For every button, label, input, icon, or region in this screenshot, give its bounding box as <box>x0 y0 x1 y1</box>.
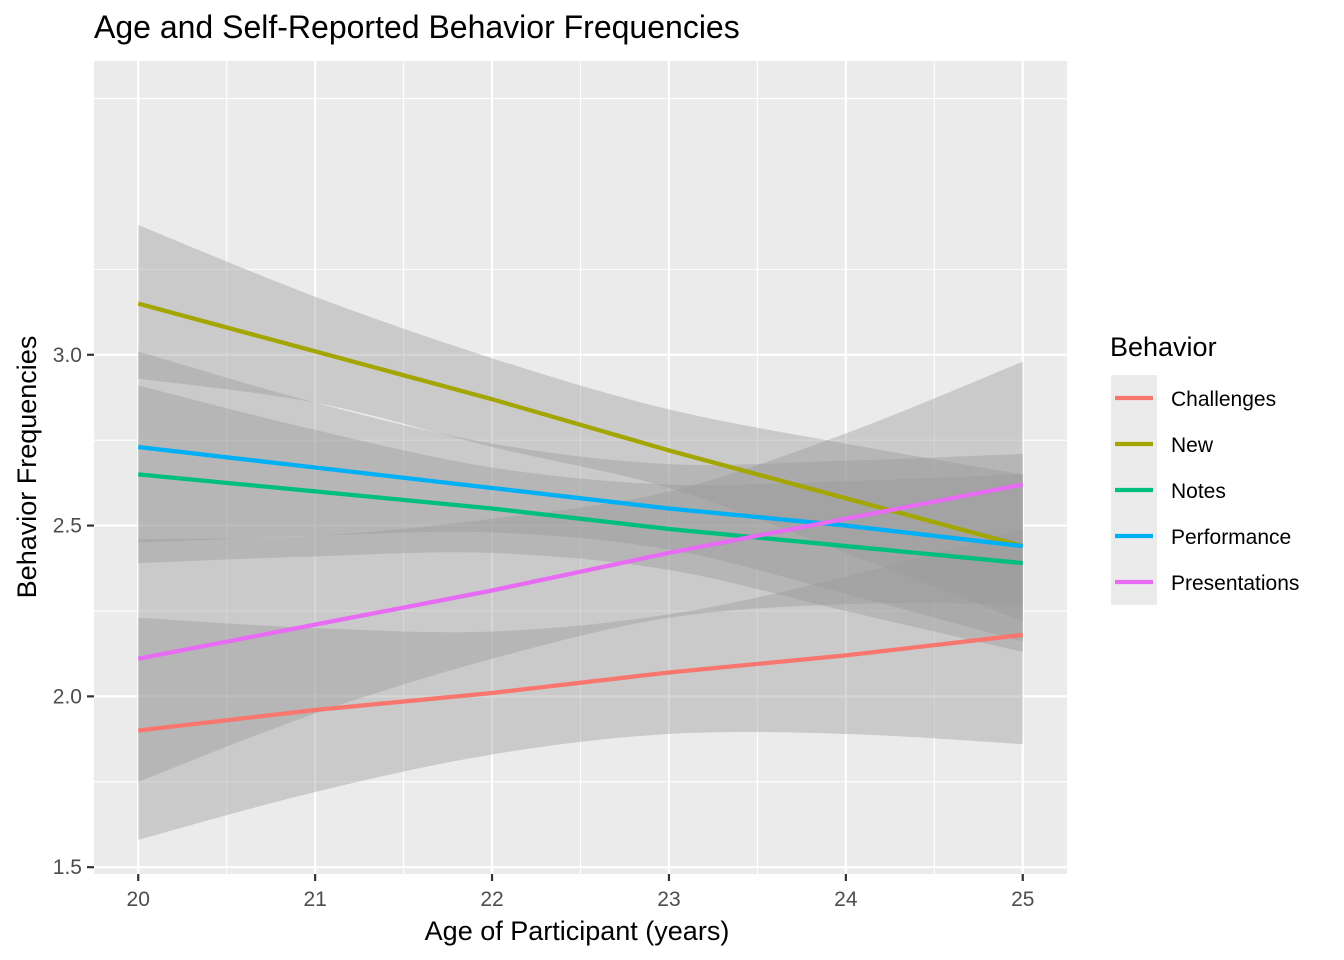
legend-label-challenges: Challenges <box>1171 388 1276 411</box>
x-tick-label: 23 <box>657 888 680 911</box>
legend-label-presentations: Presentations <box>1171 572 1299 595</box>
x-tick-label: 24 <box>834 888 858 911</box>
line-notes <box>138 472 1023 566</box>
series-lines <box>137 301 1024 733</box>
legend-title: Behavior <box>1110 332 1217 362</box>
x-tick-label: 20 <box>127 888 150 911</box>
line-new <box>137 301 1024 549</box>
grid-minor <box>94 61 1067 874</box>
line-performance <box>137 444 1024 549</box>
y-tick-label: 2.0 <box>53 685 82 708</box>
y-axis-title: Behavior Frequencies <box>12 336 42 599</box>
chart-title: Age and Self-Reported Behavior Frequenci… <box>94 9 740 45</box>
x-tick-label: 21 <box>303 888 326 911</box>
x-axis-title: Age of Participant (years) <box>425 916 730 946</box>
x-tick-label: 25 <box>1011 888 1034 911</box>
line-presentations <box>137 482 1024 661</box>
legend-label-notes: Notes <box>1171 480 1226 503</box>
legend: Behavior Challenges New Notes Performance Pr… <box>1110 332 1299 605</box>
grid-major <box>94 61 1067 874</box>
y-tick-label: 1.5 <box>53 856 82 879</box>
y-tick-label: 3.0 <box>53 344 82 367</box>
x-tick-label: 22 <box>480 888 503 911</box>
y-tick-label: 2.5 <box>53 515 82 538</box>
legend-label-performance: Performance <box>1171 526 1291 549</box>
line-challenges <box>137 632 1024 733</box>
axes: 20 21 22 23 24 25 1.5 2.0 2.5 3.0 <box>53 344 1035 911</box>
legend-label-new: New <box>1171 434 1214 457</box>
